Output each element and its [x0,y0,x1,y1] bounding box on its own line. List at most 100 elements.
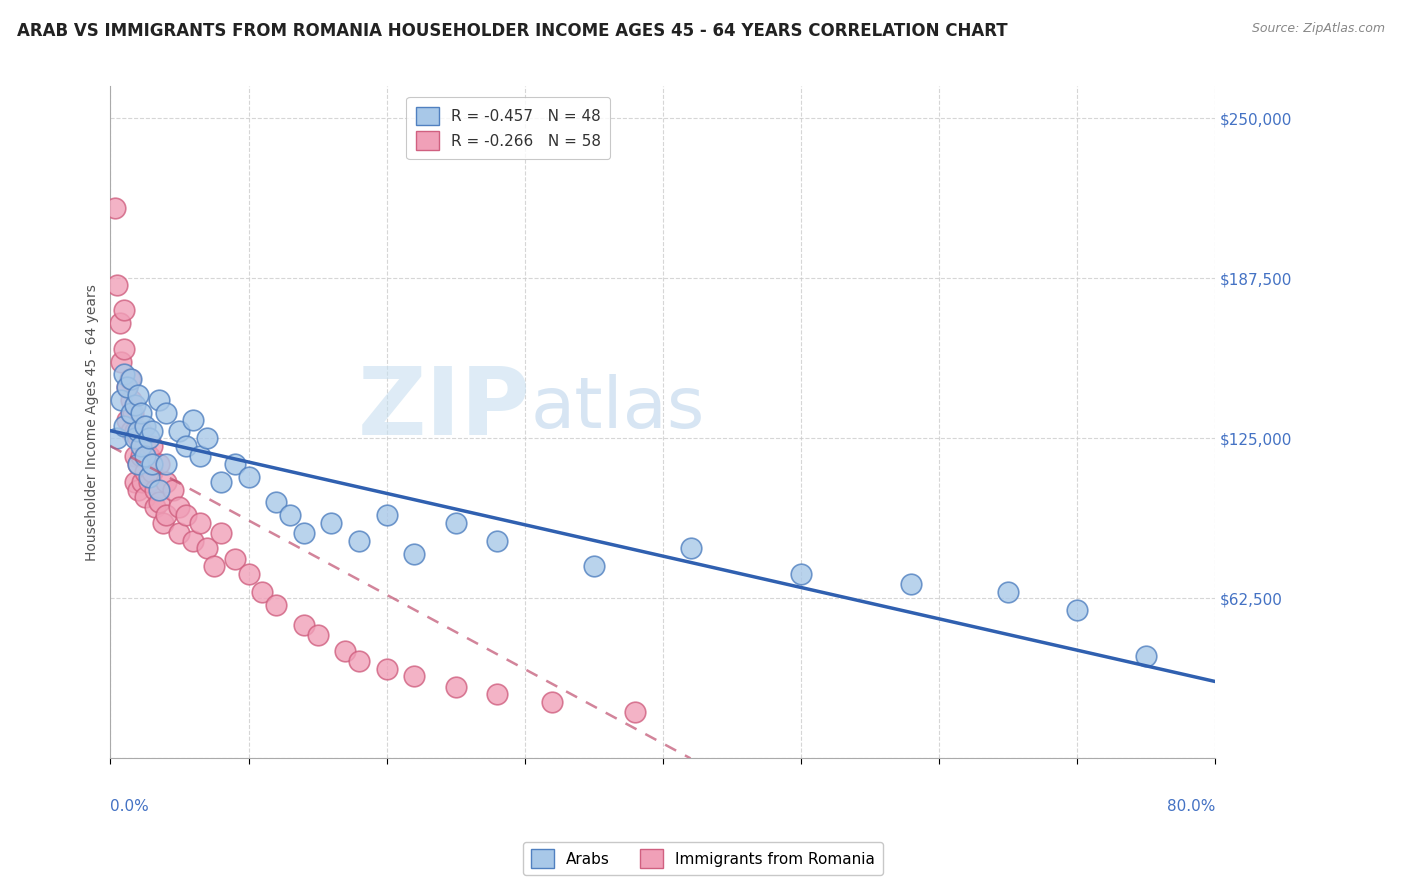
Text: Source: ZipAtlas.com: Source: ZipAtlas.com [1251,22,1385,36]
Point [997,585,1019,599]
Point [127,424,149,438]
Point [347,533,370,548]
Point [169,424,191,438]
Text: 0.0%: 0.0% [111,798,149,814]
Point [127,457,149,471]
Point [444,516,467,530]
Point [115,380,138,394]
Point [209,526,232,541]
Point [404,669,426,683]
Point [148,457,170,471]
Point [169,526,191,541]
Point [264,598,287,612]
Point [141,457,163,471]
Point [134,450,156,464]
Point [152,516,174,530]
Point [486,533,509,548]
Point [155,508,177,523]
Point [1066,603,1088,617]
Point [127,388,149,402]
Point [112,303,135,318]
Point [148,392,170,407]
Point [134,465,156,479]
Point [115,380,138,394]
Point [129,450,152,464]
Point [112,418,135,433]
Point [138,475,160,489]
Point [134,490,156,504]
Point [129,439,152,453]
Point [264,495,287,509]
Point [131,475,153,489]
Point [112,368,135,382]
Point [148,495,170,509]
Point [103,201,125,215]
Point [105,431,128,445]
Point [347,654,370,668]
Point [679,541,702,556]
Point [444,680,467,694]
Point [790,567,813,582]
Point [252,585,274,599]
Point [124,398,146,412]
Point [181,533,204,548]
Point [124,475,146,489]
Point [121,406,143,420]
Point [188,450,211,464]
Point [143,500,166,515]
Point [127,457,149,471]
Point [134,439,156,453]
Legend: R = -0.457   N = 48, R = -0.266   N = 58: R = -0.457 N = 48, R = -0.266 N = 58 [406,97,610,159]
Point [486,687,509,701]
Point [127,483,149,497]
Point [129,424,152,438]
Point [155,406,177,420]
Point [195,541,218,556]
Point [124,450,146,464]
Point [127,431,149,445]
Point [138,450,160,464]
Point [120,406,142,420]
Point [112,342,135,356]
Point [141,424,163,438]
Point [195,431,218,445]
Text: atlas: atlas [530,375,704,443]
Point [188,516,211,530]
Point [541,695,564,709]
Point [141,465,163,479]
Point [321,516,343,530]
Point [224,457,246,471]
Legend: Arabs, Immigrants from Romania: Arabs, Immigrants from Romania [523,841,883,875]
Point [335,644,357,658]
Point [105,277,128,292]
Point [138,431,160,445]
Point [181,413,204,427]
Point [202,559,225,574]
Point [110,392,132,407]
Point [143,483,166,497]
Point [176,508,198,523]
Point [138,469,160,483]
Point [307,628,329,642]
Point [375,662,398,676]
Point [292,526,315,541]
Point [209,475,232,489]
Point [292,618,315,632]
Point [124,424,146,438]
Point [110,354,132,368]
Point [120,424,142,438]
Point [134,418,156,433]
Y-axis label: Householder Income Ages 45 - 64 years: Householder Income Ages 45 - 64 years [86,284,100,561]
Point [141,439,163,453]
Point [120,372,142,386]
Point [162,483,184,497]
Text: 80.0%: 80.0% [1167,798,1215,814]
Point [624,706,647,720]
Point [582,559,605,574]
Point [238,469,260,483]
Point [238,567,260,582]
Point [148,483,170,497]
Text: ZIP: ZIP [357,363,530,455]
Point [118,372,141,386]
Point [115,413,138,427]
